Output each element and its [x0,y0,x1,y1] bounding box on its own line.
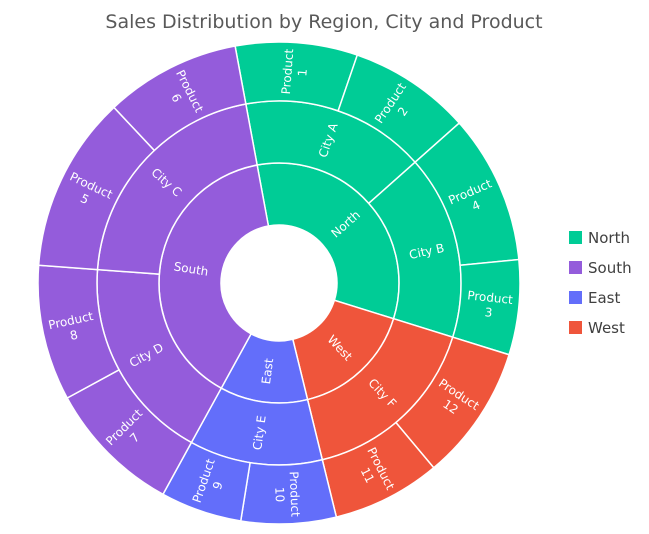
chart-title: Sales Distribution by Region, City and P… [105,11,542,33]
region-south-label: South [173,259,210,278]
product-3-label: Product3 [465,288,514,322]
legend-swatch-south [569,261,582,274]
legend-swatch-east [569,291,582,304]
legend-label-south: South [588,259,632,277]
product-1-label: Product1 [279,48,311,96]
legend-label-east: East [588,289,620,307]
product-10-label: Product10 [272,471,303,518]
region-east-label: East [259,357,276,385]
city-e-label: City E [250,415,268,451]
legend-label-north: North [588,229,630,247]
product-6-segment [112,45,247,152]
legend: North South East West [569,229,632,337]
legend-swatch-north [569,231,582,244]
legend-swatch-west [569,321,582,334]
legend-label-west: West [588,319,625,337]
